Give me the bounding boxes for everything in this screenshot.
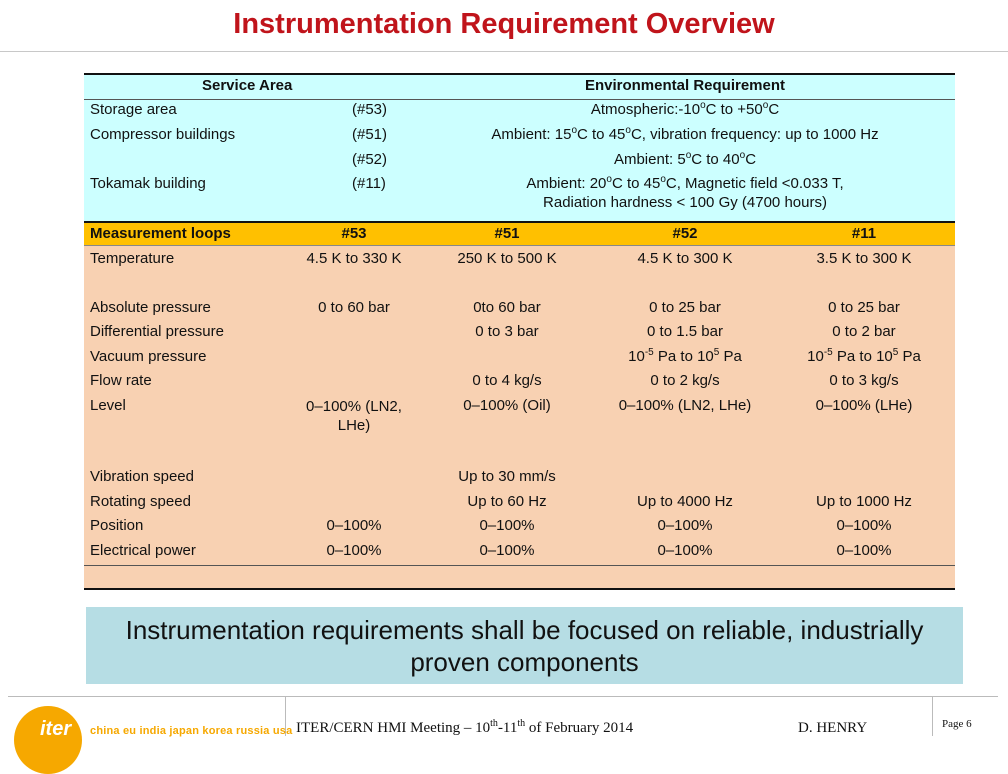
measurement-section: Measurement loops #53 #51 #52 #11 Temper… [84, 221, 955, 590]
env-area: Tokamak building [90, 175, 206, 192]
header-divider [84, 99, 955, 100]
slide-footer: iter china eu india japan korea russia u… [0, 692, 1008, 774]
measurement-label: Temperature [90, 250, 175, 267]
measurement-value: Up to 4000 Hz [637, 493, 733, 510]
measurement-label: Rotating speed [90, 493, 191, 510]
measurement-value: 4.5 K to 300 K [637, 250, 733, 267]
environmental-requirement-header: Environmental Requirement [584, 77, 786, 94]
iter-logo-word: iter [40, 718, 72, 740]
env-code: (#52) [352, 151, 388, 168]
footer-divider [8, 696, 998, 697]
env-code: (#53) [352, 101, 388, 118]
measurement-value: 0to 60 bar [473, 299, 541, 316]
measurement-value: Up to 1000 Hz [816, 493, 912, 510]
env-requirement: Ambient: 20oC to 45oC, Magnetic field <0… [526, 174, 844, 193]
measurement-value: 3.5 K to 300 K [816, 250, 912, 267]
title-divider [0, 51, 1008, 52]
page-number: Page 6 [942, 718, 972, 730]
measurement-value: 0–100% [836, 517, 892, 534]
measurement-label: Position [90, 517, 144, 534]
measurement-label: Electrical power [90, 542, 196, 559]
loop-header: #52 [672, 225, 698, 242]
measurement-value: 0 to 60 bar [318, 299, 390, 316]
footer-separator [285, 696, 286, 736]
measurement-value: 0–100% (Oil) [463, 397, 551, 414]
measurement-header-bar [84, 223, 955, 246]
service-area-header: Service Area [202, 77, 293, 94]
measurement-value: 0–100% [326, 517, 382, 534]
meeting-info: ITER/CERN HMI Meeting – 10th-11th of Feb… [296, 718, 634, 737]
measurement-value: 0–100% (LN2, LHe) [306, 398, 402, 434]
env-area: Storage area [90, 101, 177, 118]
measurement-value: 0 to 4 kg/s [472, 372, 542, 389]
env-requirement-line2: Radiation hardness < 100 Gy (4700 hours) [543, 194, 827, 211]
measurement-value: 0 to 2 kg/s [650, 372, 720, 389]
env-code: (#11) [352, 175, 386, 192]
measurement-value: 0–100% [836, 542, 892, 559]
summary-banner: Instrumentation requirements shall be fo… [86, 607, 963, 684]
measurement-loops-header: Measurement loops [90, 225, 231, 242]
measurement-value: 0 to 1.5 bar [647, 323, 723, 340]
measurement-label: Vacuum pressure [90, 348, 207, 365]
measurement-label: Vibration speed [90, 468, 194, 485]
measurement-value: 0 to 3 kg/s [829, 372, 899, 389]
table-footer-divider [84, 565, 955, 566]
measurement-label: Differential pressure [90, 323, 224, 340]
measurement-value: 250 K to 500 K [457, 250, 557, 267]
measurement-label: Level [90, 397, 126, 414]
requirements-table: Service Area Environmental Requirement S… [84, 73, 955, 590]
env-code: (#51) [352, 126, 388, 143]
measurement-value: 0 to 25 bar [828, 299, 900, 316]
measurement-value: Up to 30 mm/s [458, 468, 556, 485]
loop-header: #53 [341, 225, 367, 242]
env-requirement: Ambient: 15oC to 45oC, vibration frequen… [491, 125, 879, 144]
measurement-value: 10-5 Pa to 105 Pa [807, 347, 921, 366]
measurement-value: 0–100% [326, 542, 382, 559]
loop-header: #51 [494, 225, 520, 242]
measurement-value: 0–100% (LHe) [815, 397, 913, 414]
env-requirement: Ambient: 5oC to 40oC [613, 150, 757, 169]
measurement-value: 4.5 K to 330 K [306, 250, 402, 267]
footer-separator [932, 696, 933, 736]
measurement-value: 0 to 25 bar [649, 299, 721, 316]
author-name: D. HENRY [798, 720, 868, 736]
measurement-label: Absolute pressure [90, 299, 211, 316]
page-title: Instrumentation Requirement Overview [233, 8, 775, 40]
measurement-value: 0–100% [479, 517, 535, 534]
measurement-value: 0–100% (LN2, LHe) [618, 397, 752, 414]
measurement-value: 0 to 2 bar [832, 323, 896, 340]
loop-header: #11 [851, 225, 877, 242]
measurement-value: 0–100% [657, 517, 713, 534]
iter-logo-tagline: china eu india japan korea russia usa [90, 725, 293, 737]
environment-section: Service Area Environmental Requirement S… [84, 73, 955, 221]
measurement-value: 10-5 Pa to 105 Pa [628, 347, 742, 366]
measurement-value: Up to 60 Hz [467, 493, 547, 510]
measurement-value: 0 to 3 bar [475, 323, 539, 340]
measurement-label: Flow rate [90, 372, 152, 389]
env-area: Compressor buildings [90, 126, 236, 143]
measurement-value: 0–100% [657, 542, 713, 559]
measurement-value: 0–100% [479, 542, 535, 559]
env-requirement: Atmospheric:-10oC to +50oC [590, 100, 780, 119]
